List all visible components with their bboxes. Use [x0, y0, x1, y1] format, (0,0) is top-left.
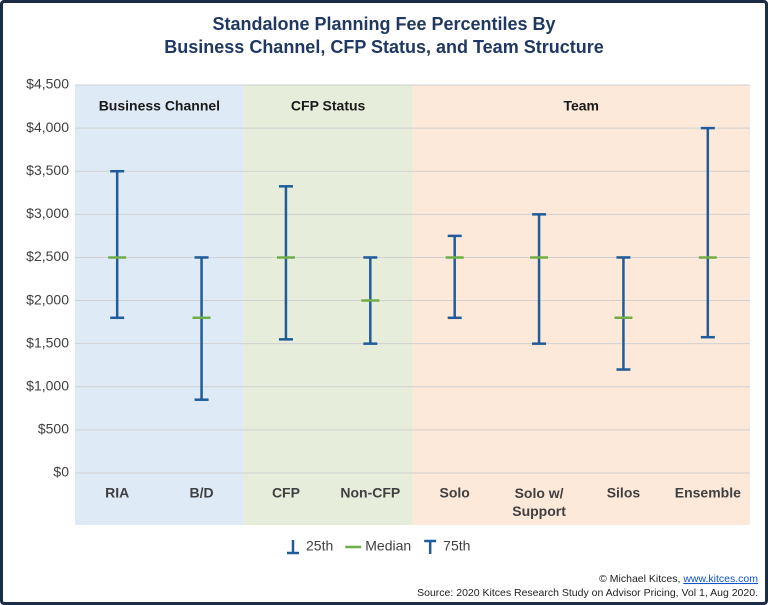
link[interactable]: www.kitces.com: [682, 573, 758, 585]
x-tick-label: Non-CFP: [340, 485, 400, 501]
legend-label: 25th: [306, 538, 333, 554]
group-backgrounds: [75, 85, 750, 525]
footer-credit: © Michael Kitces, www.kitces.com: [599, 573, 758, 585]
chart-title: Business Channel, CFP Status, and Team S…: [164, 37, 603, 57]
group-background: [243, 85, 413, 525]
x-tick-label: RIA: [105, 485, 129, 501]
chart-title: Standalone Planning Fee Percentiles By: [212, 14, 555, 34]
group-background: [412, 85, 750, 525]
y-tick-label: $3,500: [26, 162, 69, 178]
chart: Standalone Planning Fee Percentiles By B…: [26, 14, 758, 599]
group-label: CFP Status: [291, 98, 366, 114]
y-tick-label: $0: [53, 464, 69, 480]
x-tick-label: Ensemble: [675, 485, 741, 501]
x-tick-label: Silos: [607, 485, 641, 501]
legend-label: 75th: [443, 538, 470, 554]
x-tick-label: Solo: [440, 485, 470, 501]
credit: © Michael Kitces,: [599, 573, 680, 585]
y-tick-label: $2,500: [26, 248, 69, 264]
x-tick-label: B/D: [190, 485, 214, 501]
legend-item: 75th: [424, 538, 470, 554]
group-label: Business Channel: [99, 98, 220, 114]
legend-item: Median: [345, 538, 411, 554]
x-tick-label: Solo w/Support: [512, 485, 566, 519]
y-tick-label: $2,000: [26, 291, 69, 307]
y-tick-label: $1,500: [26, 334, 69, 350]
y-tick-label: $4,500: [26, 76, 69, 92]
y-tick-label: $3,000: [26, 205, 69, 221]
legend-label: Median: [365, 538, 411, 554]
legend-item: 25th: [287, 538, 333, 555]
group-label: Team: [563, 98, 599, 114]
footer-source: Source: 2020 Kitces Research Study on Ad…: [417, 587, 758, 599]
x-tick-label: CFP: [272, 485, 300, 501]
y-tick-label: $4,000: [26, 119, 69, 135]
y-tick-label: $1,000: [26, 377, 69, 393]
y-tick-label: $500: [38, 421, 69, 437]
group-background: [75, 85, 244, 525]
